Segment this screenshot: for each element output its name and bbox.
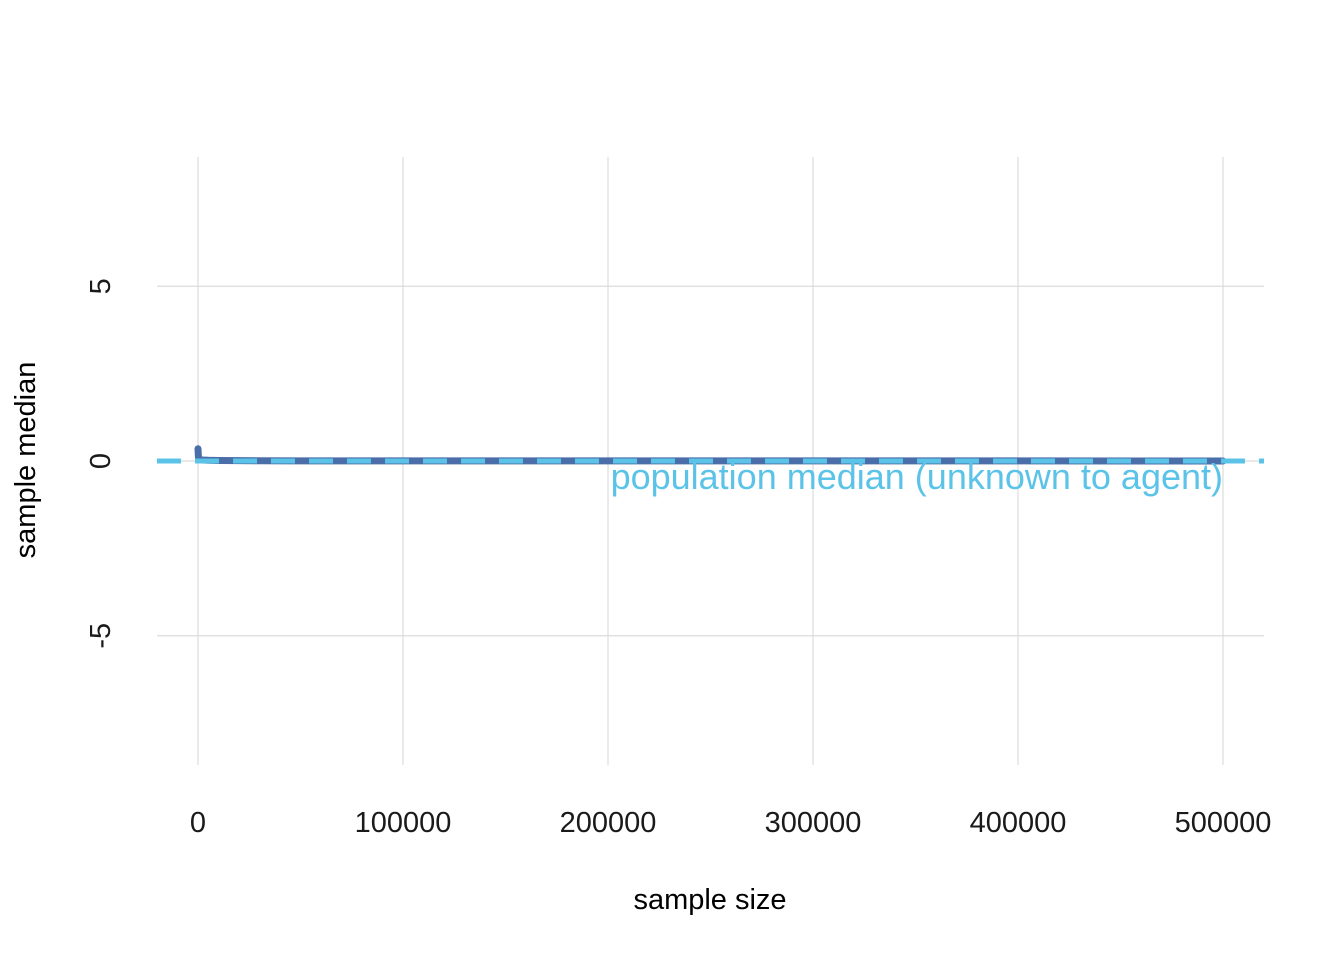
- y-axis-title: sample median: [10, 362, 42, 559]
- reference-layer: population median (unknown to agent): [157, 456, 1264, 497]
- x-tick-label: 400000: [970, 807, 1067, 839]
- y-tick-label: 0: [85, 453, 117, 469]
- y-axis-ticks: -5 0 5: [85, 278, 117, 648]
- x-tick-label: 500000: [1175, 807, 1272, 839]
- x-axis-ticks: 0 100000 200000 300000 400000 500000: [190, 807, 1271, 839]
- y-tick-label: 5: [85, 278, 117, 294]
- x-axis-title: sample size: [633, 884, 786, 916]
- x-tick-label: 200000: [560, 807, 657, 839]
- x-tick-label: 100000: [355, 807, 452, 839]
- x-tick-label: 300000: [765, 807, 862, 839]
- x-tick-label: 0: [190, 807, 206, 839]
- y-tick-label: -5: [85, 623, 117, 649]
- population-median-label: population median (unknown to agent): [611, 456, 1223, 497]
